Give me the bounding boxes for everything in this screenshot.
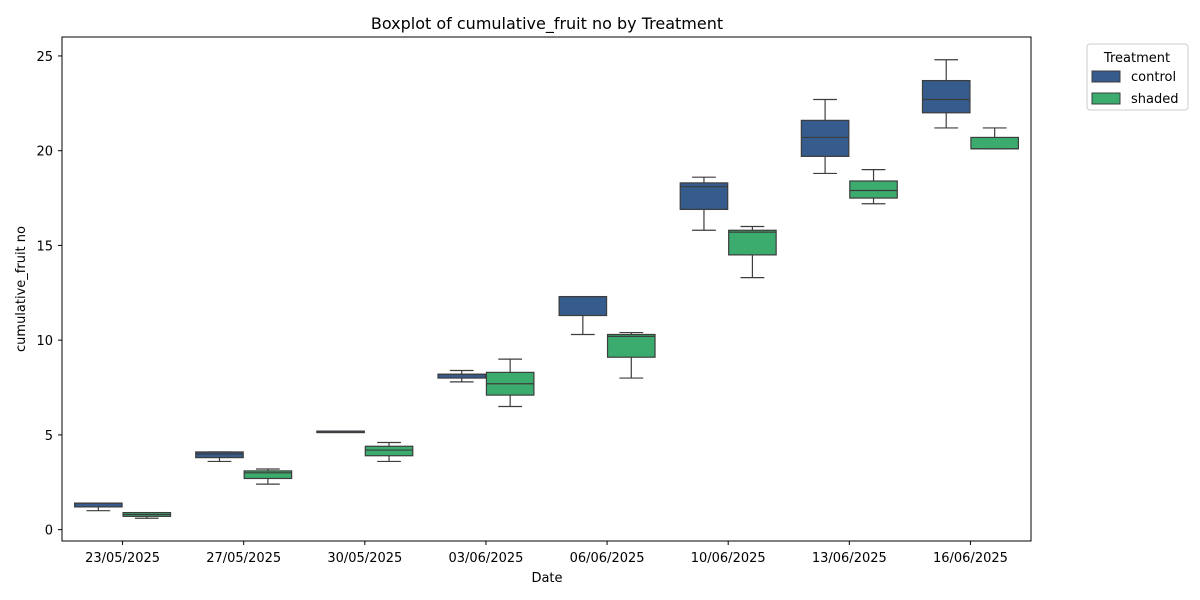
legend-swatch-shaded — [1091, 92, 1121, 105]
x-tick-label: 03/06/2025 — [448, 551, 523, 566]
box-body — [679, 182, 729, 211]
y-tick-label: 10 — [36, 334, 53, 349]
box-shaded-6 — [849, 169, 898, 205]
box-body — [970, 136, 1020, 150]
box-control-2 — [316, 430, 365, 434]
box-shaded-5 — [728, 225, 777, 279]
box-body — [849, 180, 898, 199]
box-body — [728, 229, 777, 256]
box-body — [558, 295, 608, 317]
box-control-4 — [558, 295, 608, 336]
y-tick-label: 15 — [36, 239, 53, 254]
y-tick-label: 5 — [45, 429, 53, 444]
box-shaded-7 — [970, 127, 1020, 150]
box-body — [364, 445, 414, 457]
legend-swatch-control — [1091, 70, 1121, 83]
box-shaded-1 — [243, 468, 293, 485]
x-tick-label: 23/05/2025 — [85, 551, 160, 566]
x-tick-label: 06/06/2025 — [570, 551, 645, 566]
y-axis: 0 5 10 15 20 25 — [36, 50, 62, 539]
legend-label-control: control — [1131, 70, 1176, 85]
legend-label-shaded: shaded — [1131, 92, 1178, 107]
x-tick-label: 16/06/2025 — [933, 551, 1008, 566]
box-control-5 — [679, 176, 729, 231]
box-shaded-3 — [485, 358, 535, 408]
x-tick-label: 27/05/2025 — [206, 551, 281, 566]
x-tick-label: 13/06/2025 — [812, 551, 887, 566]
y-tick-label: 20 — [36, 145, 53, 160]
box-control-7 — [921, 59, 971, 129]
box-control-0 — [73, 502, 123, 512]
box-body — [243, 470, 293, 480]
y-axis-label: cumulative_fruit no — [14, 226, 29, 352]
box-control-3 — [437, 369, 487, 383]
box-shaded-2 — [364, 441, 414, 463]
box-control-1 — [195, 451, 244, 463]
box-control-6 — [800, 98, 850, 175]
y-tick-label: 0 — [45, 524, 53, 539]
legend: Treatment control shaded — [1086, 43, 1189, 111]
box-body — [606, 333, 656, 358]
box-body — [800, 119, 850, 157]
legend-entries: control shaded — [1091, 70, 1178, 107]
box-shaded-4 — [606, 331, 656, 379]
plot-area — [73, 59, 1020, 519]
x-tick-label: 10/06/2025 — [691, 551, 766, 566]
chart-title: Boxplot of cumulative_fruit no by Treatm… — [371, 14, 723, 34]
plot-frame — [61, 36, 1032, 542]
box-body — [921, 79, 971, 114]
x-tick-label: 30/05/2025 — [327, 551, 402, 566]
y-tick-label: 25 — [36, 50, 53, 65]
box-body — [195, 451, 244, 459]
box-shaded-0 — [122, 511, 172, 519]
x-axis-label: Date — [531, 571, 562, 586]
legend-title: Treatment — [1103, 51, 1170, 66]
x-axis: 23/05/2025 27/05/2025 30/05/2025 03/06/2025… — [85, 541, 1008, 566]
